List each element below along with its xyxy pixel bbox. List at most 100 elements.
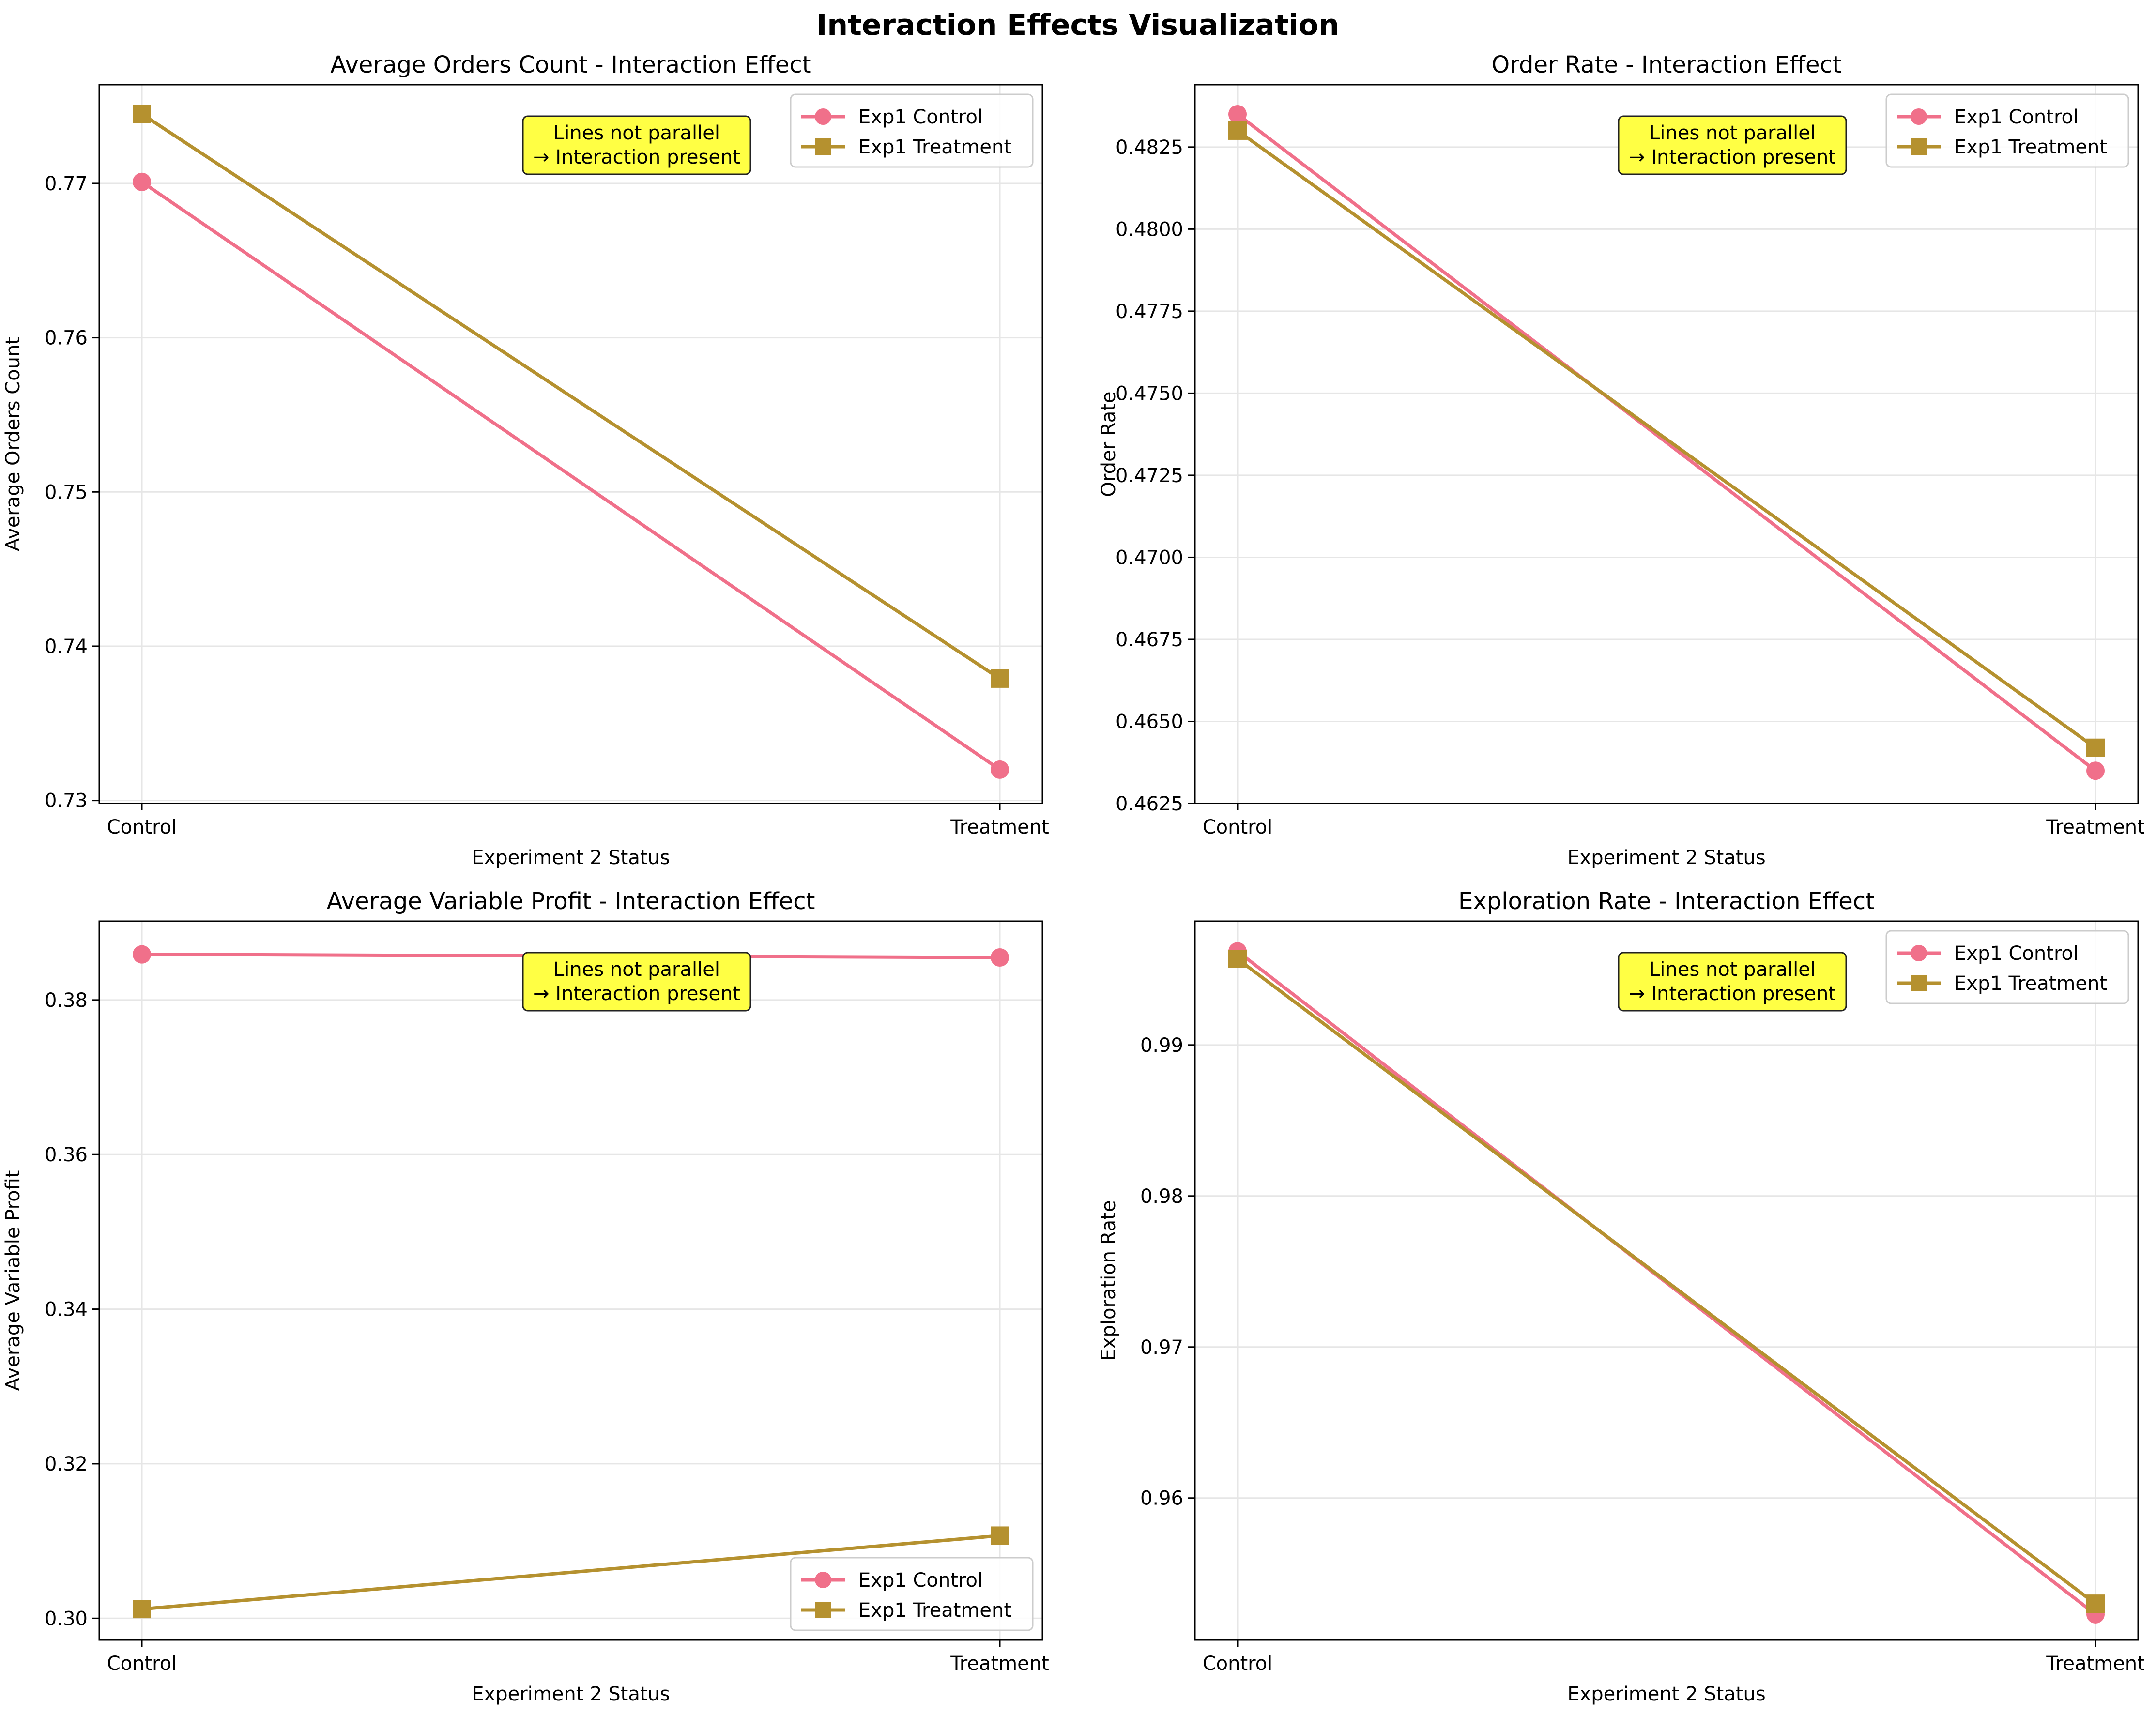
- data-point-exp1-control: [133, 172, 151, 191]
- legend-marker-square: [1911, 975, 1927, 991]
- axes-frame: [1194, 920, 2139, 1641]
- legend-label: Exp1 Treatment: [1954, 136, 2107, 158]
- y-tick-label: 0.32: [45, 1453, 88, 1475]
- subplot-3: 0.30 0.32 0.34 0.36 0.38 Control Treatment Line…: [2, 888, 1049, 1705]
- y-tick-label: 0.97: [1140, 1336, 1183, 1359]
- y-tick-label: 0.75: [45, 481, 88, 503]
- annotation-line-2: → Interaction present: [533, 983, 740, 1005]
- data-point-exp1-control: [991, 948, 1009, 967]
- annotation: Lines not parallel→ Interaction present: [522, 115, 751, 175]
- data-point-exp1-treatment: [133, 1600, 151, 1619]
- annotation-box: [1618, 952, 1847, 1012]
- annotation-line-2: → Interaction present: [1629, 146, 1836, 168]
- legend-label: Exp1 Treatment: [1954, 972, 2107, 995]
- legend-box: [790, 93, 1034, 168]
- x-axis-label: Experiment 2 Status: [1567, 1683, 1765, 1705]
- annotation-box: [1618, 115, 1847, 175]
- y-axis-label: Average Variable Profit: [2, 1170, 24, 1391]
- series-line-exp1-control: [141, 180, 1001, 771]
- x-axis-label: Experiment 2 Status: [1567, 847, 1765, 869]
- x-axis-label: Experiment 2 Status: [472, 1683, 670, 1705]
- legend-label: Exp1 Control: [858, 1569, 983, 1592]
- annotation-line-1: Lines not parallel: [553, 958, 720, 981]
- x-tick-label: Control: [1203, 816, 1273, 838]
- legend: Exp1 Control Exp1 Treatment: [790, 93, 1034, 168]
- series-line-exp1-treatment: [1236, 957, 2097, 1605]
- annotation-line-2: → Interaction present: [533, 146, 740, 168]
- y-axis-label: Order Rate: [1098, 391, 1120, 497]
- legend-label: Exp1 Control: [1954, 942, 2079, 965]
- axes-frame: [1194, 84, 2139, 804]
- subplot-title: Average Orders Count - Interaction Effec…: [330, 51, 811, 78]
- annotation-box: [522, 115, 751, 175]
- y-tick-label: 0.77: [45, 173, 88, 195]
- x-tick-label: Control: [107, 1653, 177, 1675]
- legend-marker-circle: [815, 1572, 831, 1588]
- subplot-title: Average Variable Profit - Interaction Ef…: [327, 888, 815, 915]
- x-tick-label: Treatment: [2046, 1653, 2145, 1675]
- x-tick-label: Treatment: [950, 1653, 1049, 1675]
- subplot-title: Exploration Rate - Interaction Effect: [1458, 888, 1875, 915]
- legend-marker-square: [815, 1602, 831, 1618]
- subplot-2: 0.4625 0.4650 0.4675 0.4700 0.4725 0.4750 0.47…: [1098, 51, 2145, 869]
- annotation: Lines not parallel→ Interaction present: [1618, 115, 1847, 175]
- y-tick-label: 0.76: [45, 327, 88, 349]
- y-tick-label: 0.38: [45, 989, 88, 1012]
- x-tick-label: Control: [107, 816, 177, 838]
- legend-box: [1885, 930, 2129, 1004]
- data-point-exp1-control: [991, 760, 1009, 779]
- y-tick-label: 0.73: [45, 790, 88, 812]
- data-point-exp1-treatment: [991, 669, 1009, 688]
- data-point-exp1-treatment: [1228, 121, 1247, 140]
- legend-box: [790, 1557, 1034, 1631]
- y-tick-label: 0.4825: [1116, 137, 1183, 159]
- annotation-line-2: → Interaction present: [1629, 983, 1836, 1005]
- y-tick-label: 0.4625: [1116, 793, 1183, 815]
- subplot-1: 0.73 0.74 0.75 0.76 0.77 Control Treatment Line…: [2, 51, 1049, 869]
- subplot-grid: 0.73 0.74 0.75 0.76 0.77 Control Treatment Line…: [2, 51, 2145, 1705]
- data-point-exp1-treatment: [1228, 949, 1247, 968]
- data-point-exp1-treatment: [2086, 1594, 2105, 1613]
- legend-marker-square: [815, 138, 831, 155]
- y-tick-label: 0.34: [45, 1299, 88, 1321]
- x-tick-label: Treatment: [950, 816, 1049, 838]
- series-line-exp1-control: [1236, 113, 2097, 772]
- y-tick-label: 0.4725: [1116, 465, 1183, 487]
- data-point-exp1-treatment: [991, 1526, 1009, 1545]
- data-point-exp1-treatment: [133, 105, 151, 123]
- annotation-box: [522, 952, 751, 1012]
- y-tick-label: 0.30: [45, 1608, 88, 1630]
- x-axis-label: Experiment 2 Status: [472, 847, 670, 869]
- annotation-line-1: Lines not parallel: [553, 122, 720, 144]
- y-tick-label: 0.4800: [1116, 218, 1183, 241]
- annotation: Lines not parallel→ Interaction present: [1618, 952, 1847, 1012]
- data-point-exp1-control: [2086, 761, 2105, 780]
- legend: Exp1 Control Exp1 Treatment: [1885, 930, 2129, 1004]
- legend: Exp1 Control Exp1 Treatment: [790, 1557, 1034, 1631]
- legend-label: Exp1 Control: [1954, 106, 2079, 128]
- y-tick-label: 0.96: [1140, 1487, 1183, 1510]
- data-point-exp1-treatment: [2086, 738, 2105, 757]
- y-tick-label: 0.4775: [1116, 301, 1183, 323]
- y-axis-label: Average Orders Count: [2, 337, 24, 551]
- y-tick-label: 0.99: [1140, 1034, 1183, 1057]
- y-axis-label: Exploration Rate: [1098, 1200, 1120, 1361]
- x-tick-label: Treatment: [2046, 816, 2145, 838]
- y-tick-label: 0.4675: [1116, 629, 1183, 651]
- data-point-exp1-control: [133, 945, 151, 964]
- legend-label: Exp1 Treatment: [858, 136, 1011, 158]
- figure-title: Interaction Effects Visualization: [816, 8, 1339, 42]
- y-tick-label: 0.4750: [1116, 382, 1183, 405]
- legend-box: [1885, 93, 2129, 168]
- legend-marker-circle: [1911, 945, 1927, 961]
- series-line-exp1-treatment: [1236, 129, 2097, 749]
- y-tick-label: 0.36: [45, 1144, 88, 1166]
- legend-marker-circle: [815, 108, 831, 125]
- legend: Exp1 Control Exp1 Treatment: [1885, 93, 2129, 168]
- annotation-line-1: Lines not parallel: [1649, 958, 1816, 981]
- subplot-title: Order Rate - Interaction Effect: [1491, 51, 1841, 78]
- subplot-4: 0.96 0.97 0.98 0.99 Control Treatment Lines no…: [1098, 888, 2145, 1705]
- series-line-exp1-treatment: [141, 1533, 1000, 1611]
